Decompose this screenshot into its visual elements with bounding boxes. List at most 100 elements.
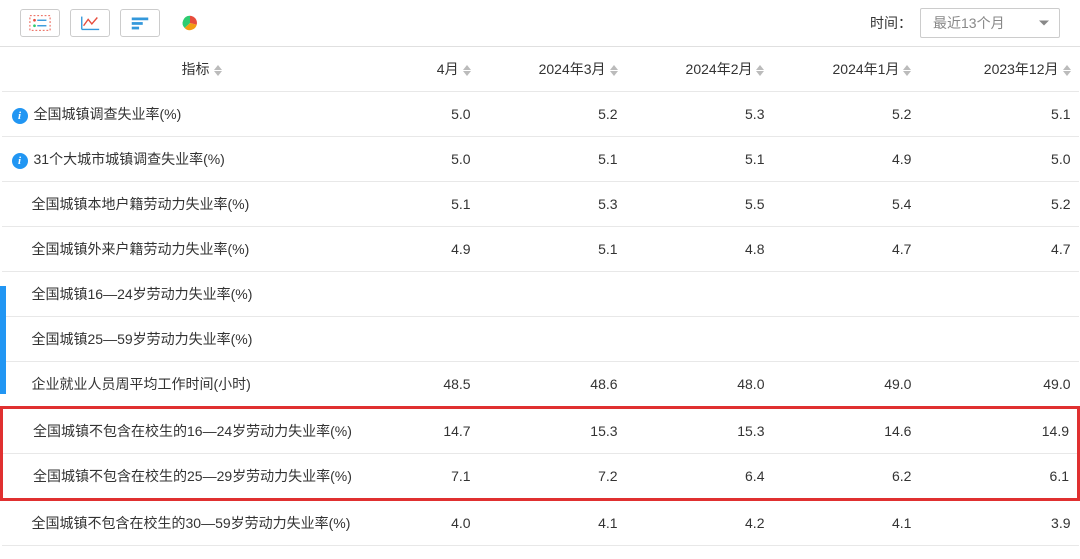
value-cell: 4.9 xyxy=(402,227,479,272)
bar-chart-icon xyxy=(129,14,151,32)
value-cell: 7.1 xyxy=(402,454,479,500)
value-cell: 5.0 xyxy=(919,137,1078,182)
value-cell: 7.2 xyxy=(479,454,626,500)
value-cell: 4.9 xyxy=(772,137,919,182)
table-row: 全国城镇外来户籍劳动力失业率(%)4.95.14.84.74.7 xyxy=(2,227,1079,272)
indicator-label: 全国城镇不包含在校生的16—24岁劳动力失业率(%) xyxy=(33,423,352,439)
bar-chart-button[interactable] xyxy=(120,9,160,37)
value-cell xyxy=(626,317,773,362)
indicator-label: 全国城镇16—24岁劳动力失业率(%) xyxy=(32,286,253,302)
value-cell xyxy=(402,272,479,317)
value-cell: 5.3 xyxy=(626,92,773,137)
time-label: 时间： xyxy=(870,13,912,33)
time-range-value: 最近13个月 xyxy=(933,15,1005,31)
value-cell: 49.0 xyxy=(919,362,1078,408)
column-header-indicator[interactable]: 指标 xyxy=(2,47,402,92)
legend-view-button[interactable] xyxy=(20,9,60,37)
column-header-c4[interactable]: 2024年1月 xyxy=(772,47,919,92)
column-header-label: 2023年12月 xyxy=(984,61,1059,77)
column-header-label: 2024年1月 xyxy=(833,61,900,77)
value-cell: 5.4 xyxy=(772,182,919,227)
value-cell xyxy=(626,272,773,317)
indicator-cell: i 全国城镇调查失业率(%) xyxy=(2,92,402,137)
value-cell: 5.5 xyxy=(626,182,773,227)
table-row: 全国城镇不包含在校生的16—24岁劳动力失业率(%)14.715.315.314… xyxy=(2,408,1079,454)
value-cell: 5.2 xyxy=(772,92,919,137)
legend-icon xyxy=(29,14,51,32)
indicator-label: 全国城镇调查失业率(%) xyxy=(34,106,182,122)
table-row: 全国城镇25—59岁劳动力失业率(%) xyxy=(2,317,1079,362)
column-header-label: 指标 xyxy=(182,61,210,77)
value-cell: 4.1 xyxy=(479,500,626,546)
indicator-cell: 全国城镇外来户籍劳动力失业率(%) xyxy=(2,227,402,272)
time-range-select[interactable]: 最近13个月 xyxy=(920,8,1060,38)
toolbar-right: 时间： 最近13个月 xyxy=(870,8,1060,38)
value-cell xyxy=(772,272,919,317)
value-cell: 5.1 xyxy=(626,137,773,182)
toolbar-left xyxy=(20,9,210,37)
indicator-label: 全国城镇本地户籍劳动力失业率(%) xyxy=(32,196,250,212)
value-cell: 5.2 xyxy=(479,92,626,137)
value-cell xyxy=(919,317,1078,362)
pie-chart-icon xyxy=(179,14,201,32)
indicator-cell: 全国城镇不包含在校生的30—59岁劳动力失业率(%) xyxy=(2,500,402,546)
column-header-c2[interactable]: 2024年3月 xyxy=(479,47,626,92)
table-row: i31个大城市城镇调查失业率(%)5.05.15.14.95.0 xyxy=(2,137,1079,182)
value-cell: 3.9 xyxy=(919,500,1078,546)
indicator-cell: i 31个大城市城镇调查失业率(%) xyxy=(2,137,402,182)
value-cell: 48.0 xyxy=(626,362,773,408)
indicator-label: 31个大城市城镇调查失业率(%) xyxy=(34,151,225,167)
sort-icon[interactable] xyxy=(214,65,222,76)
value-cell: 14.6 xyxy=(772,408,919,454)
value-cell: 5.1 xyxy=(402,182,479,227)
value-cell: 5.1 xyxy=(479,137,626,182)
value-cell: 49.0 xyxy=(772,362,919,408)
column-header-label: 2024年2月 xyxy=(686,61,753,77)
value-cell: 48.5 xyxy=(402,362,479,408)
sort-icon[interactable] xyxy=(463,65,471,76)
sort-icon[interactable] xyxy=(1063,65,1071,76)
sort-icon[interactable] xyxy=(903,65,911,76)
pie-chart-button[interactable] xyxy=(170,9,210,37)
indicator-label: 全国城镇外来户籍劳动力失业率(%) xyxy=(32,241,250,257)
value-cell: 5.2 xyxy=(919,182,1078,227)
value-cell: 4.8 xyxy=(626,227,773,272)
table-row: 企业就业人员周平均工作时间(小时)48.548.648.049.049.0 xyxy=(2,362,1079,408)
info-icon[interactable]: i xyxy=(12,153,28,169)
value-cell xyxy=(402,317,479,362)
sort-icon[interactable] xyxy=(610,65,618,76)
table-header-row: 指标 4月 2024年3月 2024年2月 2024年1月 2023年12月 xyxy=(2,47,1079,92)
toolbar: 时间： 最近13个月 xyxy=(0,0,1080,47)
indicator-cell: 企业就业人员周平均工作时间(小时) xyxy=(2,362,402,408)
column-header-label: 4月 xyxy=(437,61,459,77)
indicator-cell: 全国城镇不包含在校生的25—29岁劳动力失业率(%) xyxy=(2,454,402,500)
column-header-c3[interactable]: 2024年2月 xyxy=(626,47,773,92)
sort-icon[interactable] xyxy=(756,65,764,76)
line-chart-button[interactable] xyxy=(70,9,110,37)
value-cell: 6.4 xyxy=(626,454,773,500)
value-cell: 6.1 xyxy=(919,454,1078,500)
value-cell: 15.3 xyxy=(479,408,626,454)
indicator-cell: 全国城镇16—24岁劳动力失业率(%) xyxy=(2,272,402,317)
column-header-label: 2024年3月 xyxy=(539,61,606,77)
table-row: 全国城镇本地户籍劳动力失业率(%) 5.15.35.55.45.2 xyxy=(2,182,1079,227)
value-cell: 15.3 xyxy=(626,408,773,454)
indicator-label: 企业就业人员周平均工作时间(小时) xyxy=(32,376,251,392)
value-cell xyxy=(919,272,1078,317)
line-chart-icon xyxy=(79,14,101,32)
value-cell: 5.3 xyxy=(479,182,626,227)
value-cell: 4.7 xyxy=(772,227,919,272)
value-cell: 5.1 xyxy=(479,227,626,272)
side-marker xyxy=(0,286,6,394)
indicator-label: 全国城镇25—59岁劳动力失业率(%) xyxy=(32,331,253,347)
value-cell: 14.7 xyxy=(402,408,479,454)
indicator-label: 全国城镇不包含在校生的25—29岁劳动力失业率(%) xyxy=(33,468,352,484)
value-cell: 5.1 xyxy=(919,92,1078,137)
table-row: 全国城镇不包含在校生的25—29岁劳动力失业率(%)7.17.26.46.26.… xyxy=(2,454,1079,500)
value-cell xyxy=(479,317,626,362)
column-header-c5[interactable]: 2023年12月 xyxy=(919,47,1078,92)
table-row: 全国城镇16—24岁劳动力失业率(%) xyxy=(2,272,1079,317)
column-header-c1[interactable]: 4月 xyxy=(402,47,479,92)
value-cell: 4.2 xyxy=(626,500,773,546)
info-icon[interactable]: i xyxy=(12,108,28,124)
